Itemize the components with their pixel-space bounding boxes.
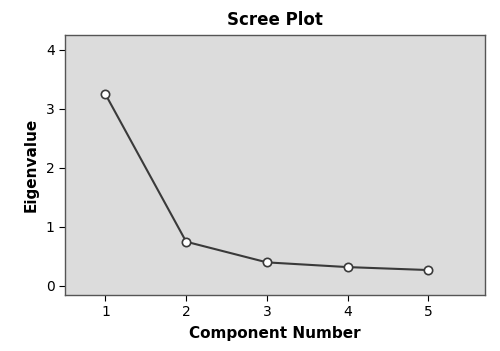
Y-axis label: Eigenvalue: Eigenvalue bbox=[24, 118, 39, 212]
Title: Scree Plot: Scree Plot bbox=[227, 11, 323, 29]
X-axis label: Component Number: Component Number bbox=[189, 326, 361, 341]
